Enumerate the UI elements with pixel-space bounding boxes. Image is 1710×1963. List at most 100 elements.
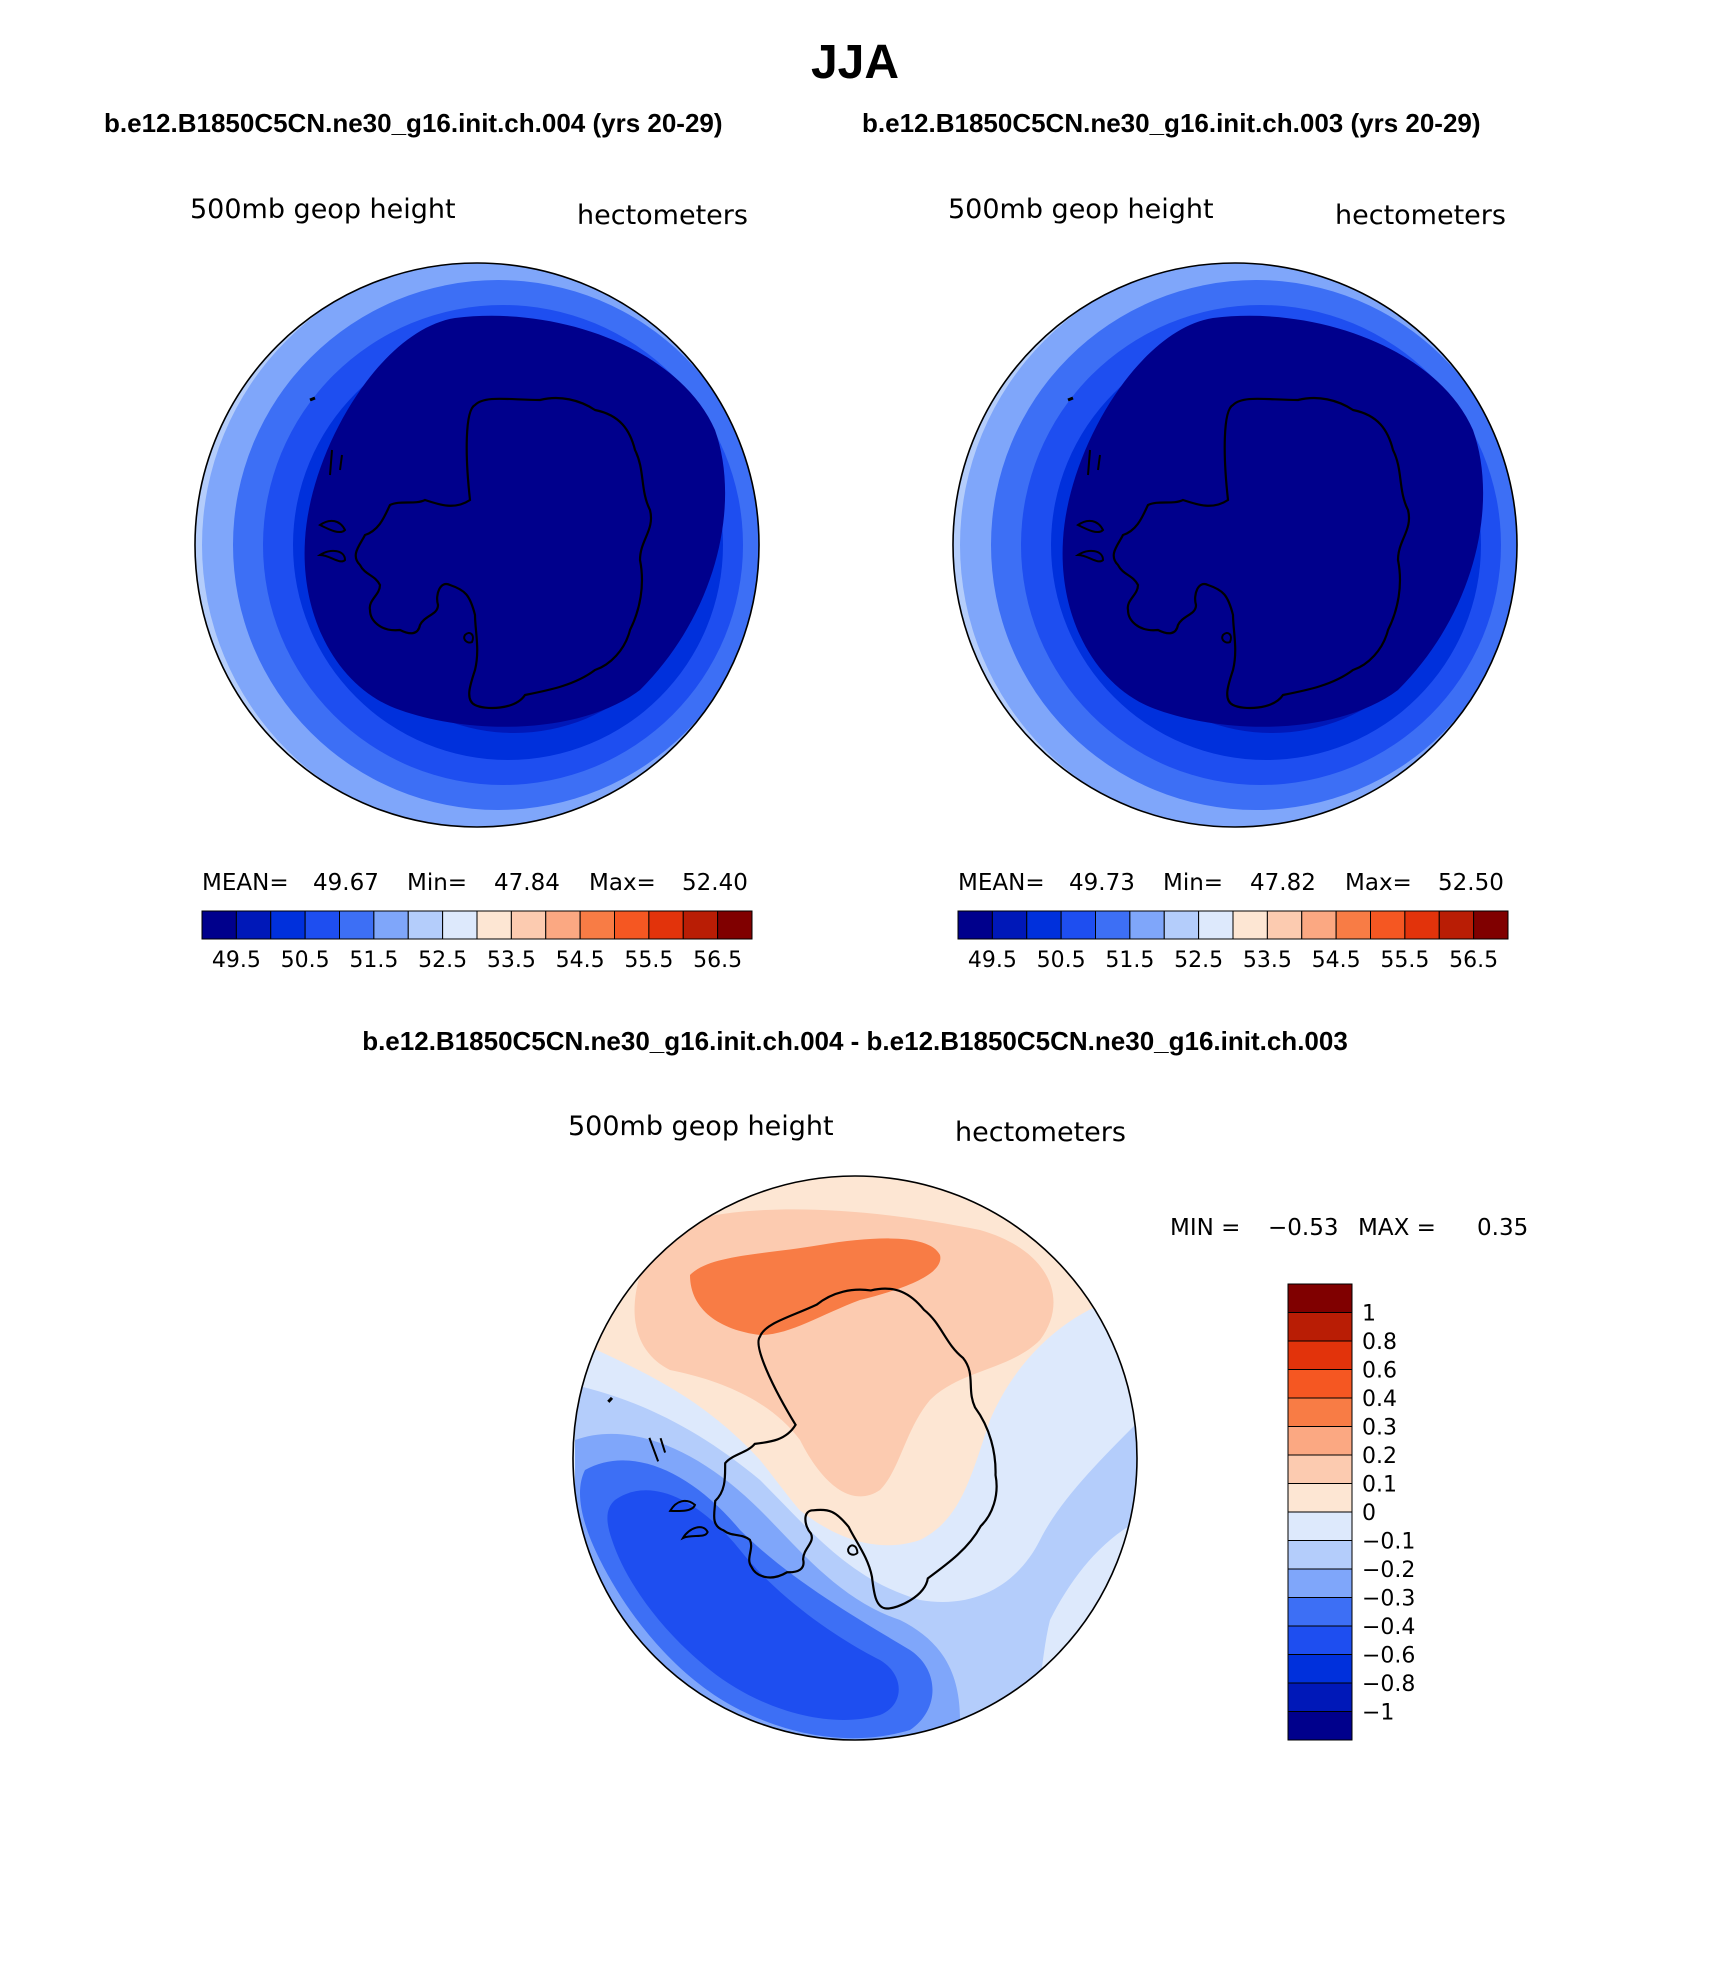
colorbar-diff-tick-label: −0.2 bbox=[1362, 1558, 1415, 1583]
header-left: b.e12.B1850C5CN.ne30_g16.init.ch.004 (yr… bbox=[104, 108, 723, 138]
colorbar-a-tick-label: 52.5 bbox=[418, 948, 467, 973]
panel-a-contours bbox=[195, 263, 759, 827]
colorbar-diff-swatch bbox=[1287, 1511, 1353, 1541]
colorbar-b-tick-label: 50.5 bbox=[1037, 948, 1086, 973]
colorbar-a-swatch bbox=[304, 910, 340, 940]
colorbar-b-swatch bbox=[1370, 910, 1406, 940]
panel-difference: 500mb geop height hectometers MIN = −0.5… bbox=[568, 1111, 1528, 1741]
colorbar-diff-swatch bbox=[1287, 1597, 1353, 1627]
colorbar-diff-tick-label: 0.1 bbox=[1362, 1473, 1397, 1498]
panel-case-a: 500mb geop height hectometers MEAN= 49.6… bbox=[190, 194, 760, 973]
header-right: b.e12.B1850C5CN.ne30_g16.init.ch.003 (yr… bbox=[862, 108, 1481, 138]
svg-text:49.67: 49.67 bbox=[313, 870, 379, 896]
colorbar-diff-tick-label: −0.6 bbox=[1362, 1644, 1415, 1669]
colorbar-a-swatch bbox=[476, 910, 512, 940]
colorbar-diff-swatch bbox=[1287, 1426, 1353, 1456]
colorbar-b-swatch bbox=[1232, 910, 1268, 940]
colorbar-a: 49.5 50.5 51.5 52.5 53.5 54.5 55.5 56.5 bbox=[201, 910, 753, 973]
colorbar-b-tick-label: 55.5 bbox=[1380, 948, 1429, 973]
svg-text:52.40: 52.40 bbox=[682, 870, 748, 896]
colorbar-b-tick-label: 56.5 bbox=[1449, 948, 1498, 973]
colorbar-b-tick-label: 51.5 bbox=[1105, 948, 1154, 973]
panel-case-b: 500mb geop height hectometers MEAN= 49.7… bbox=[948, 194, 1518, 973]
colorbar-a-tick-label: 49.5 bbox=[212, 948, 261, 973]
colorbar-a-swatch bbox=[201, 910, 237, 940]
colorbar-diff-tick-label: 0.6 bbox=[1362, 1359, 1397, 1384]
colorbar-a-tick-label: 53.5 bbox=[487, 948, 536, 973]
colorbar-diff-tick-label: −0.8 bbox=[1362, 1672, 1415, 1697]
colorbar-b-swatch bbox=[1438, 910, 1475, 940]
colorbar-b-swatch bbox=[1335, 910, 1371, 940]
colorbar-a-swatch bbox=[235, 910, 272, 940]
colorbar-a-swatch bbox=[373, 910, 409, 940]
colorbar-a-tick-label: 50.5 bbox=[281, 948, 330, 973]
colorbar-b-swatch bbox=[1026, 910, 1062, 940]
diff-units: hectometers bbox=[955, 1117, 1126, 1148]
panel-b-stats: MEAN= 49.73 Min= 47.82 Max= 52.50 bbox=[958, 870, 1504, 896]
colorbar-diff-swatch bbox=[1287, 1283, 1353, 1313]
diff-title: b.e12.B1850C5CN.ne30_g16.init.ch.004 - b… bbox=[362, 1026, 1348, 1056]
diff-variable: 500mb geop height bbox=[568, 1111, 834, 1142]
colorbar-b-swatch bbox=[1095, 910, 1131, 940]
colorbar-b-swatch bbox=[1129, 910, 1165, 940]
colorbar-b-tick-label: 54.5 bbox=[1312, 948, 1361, 973]
colorbar-a-tick-label: 54.5 bbox=[556, 948, 605, 973]
colorbar-diff-tick-label: 0.4 bbox=[1362, 1387, 1397, 1412]
svg-text:52.50: 52.50 bbox=[1438, 870, 1504, 896]
colorbar-b-tick-label: 53.5 bbox=[1243, 948, 1292, 973]
colorbar-b-swatch bbox=[957, 910, 993, 940]
svg-text:Max=: Max= bbox=[589, 870, 656, 896]
colorbar-b-swatch bbox=[1404, 910, 1440, 940]
svg-text:MEAN=: MEAN= bbox=[958, 870, 1045, 896]
colorbar-diff-tick-label: 0.3 bbox=[1362, 1416, 1397, 1441]
svg-text:−0.53: −0.53 bbox=[1268, 1215, 1338, 1241]
colorbar-diff-swatch bbox=[1287, 1625, 1353, 1655]
svg-text:47.82: 47.82 bbox=[1250, 870, 1316, 896]
colorbar-diff-swatch bbox=[1287, 1340, 1353, 1370]
colorbar-diff-swatch bbox=[1287, 1483, 1353, 1513]
colorbar-diff-swatch bbox=[1287, 1568, 1353, 1598]
colorbar-b-swatch bbox=[1198, 910, 1234, 940]
colorbar-a-swatch bbox=[579, 910, 615, 940]
colorbar-diff-tick-label: −0.3 bbox=[1362, 1587, 1415, 1612]
svg-text:MAX =: MAX = bbox=[1358, 1215, 1436, 1241]
colorbar-diff-swatch bbox=[1287, 1711, 1353, 1741]
svg-text:0.35: 0.35 bbox=[1477, 1215, 1528, 1241]
diff-contours bbox=[573, 1176, 1137, 1740]
season-title: JJA bbox=[811, 36, 899, 89]
panel-b-contours bbox=[953, 263, 1517, 827]
colorbar-diff: 1 0.8 0.6 0.4 0.3 0.2 0.1 0 −0.1 −0.2 −0.3 −0.4 −0.6… bbox=[1287, 1283, 1415, 1741]
colorbar-a-swatch bbox=[442, 910, 478, 940]
colorbar-diff-swatch bbox=[1287, 1654, 1353, 1684]
svg-text:49.73: 49.73 bbox=[1069, 870, 1135, 896]
colorbar-a-tick-label: 56.5 bbox=[693, 948, 742, 973]
colorbar-diff-tick-label: 0.2 bbox=[1362, 1444, 1397, 1469]
colorbar-a-swatch bbox=[682, 910, 719, 940]
colorbar-diff-tick-label: 0 bbox=[1362, 1501, 1376, 1526]
colorbar-b-swatch bbox=[1163, 910, 1200, 940]
colorbar-a-swatch bbox=[407, 910, 444, 940]
colorbar-b-swatch bbox=[991, 910, 1028, 940]
colorbar-a-swatch bbox=[510, 910, 547, 940]
colorbar-a-swatch bbox=[614, 910, 650, 940]
colorbar-diff-tick-label: 1 bbox=[1362, 1302, 1376, 1327]
colorbar-b-tick-label: 49.5 bbox=[968, 948, 1017, 973]
colorbar-b-swatch bbox=[1473, 910, 1509, 940]
colorbar-diff-tick-label: −0.4 bbox=[1362, 1615, 1415, 1640]
colorbar-b-swatch bbox=[1301, 910, 1337, 940]
colorbar-b-swatch bbox=[1060, 910, 1096, 940]
colorbar-diff-tick-label: −0.1 bbox=[1362, 1530, 1415, 1555]
colorbar-a-swatch bbox=[270, 910, 306, 940]
colorbar-b: 49.5 50.5 51.5 52.5 53.5 54.5 55.5 56.5 bbox=[957, 910, 1509, 973]
diff-minmax: MIN = −0.53 MAX = 0.35 bbox=[1170, 1215, 1528, 1241]
panel-a-variable: 500mb geop height bbox=[190, 194, 456, 225]
colorbar-a-swatch bbox=[648, 910, 684, 940]
colorbar-a-swatch bbox=[717, 910, 753, 940]
colorbar-b-swatch bbox=[1266, 910, 1303, 940]
panel-b-variable: 500mb geop height bbox=[948, 194, 1214, 225]
panel-a-units: hectometers bbox=[577, 200, 748, 231]
svg-text:Min=: Min= bbox=[407, 870, 467, 896]
colorbar-diff-tick-label: 0.8 bbox=[1362, 1330, 1397, 1355]
svg-text:47.84: 47.84 bbox=[494, 870, 560, 896]
